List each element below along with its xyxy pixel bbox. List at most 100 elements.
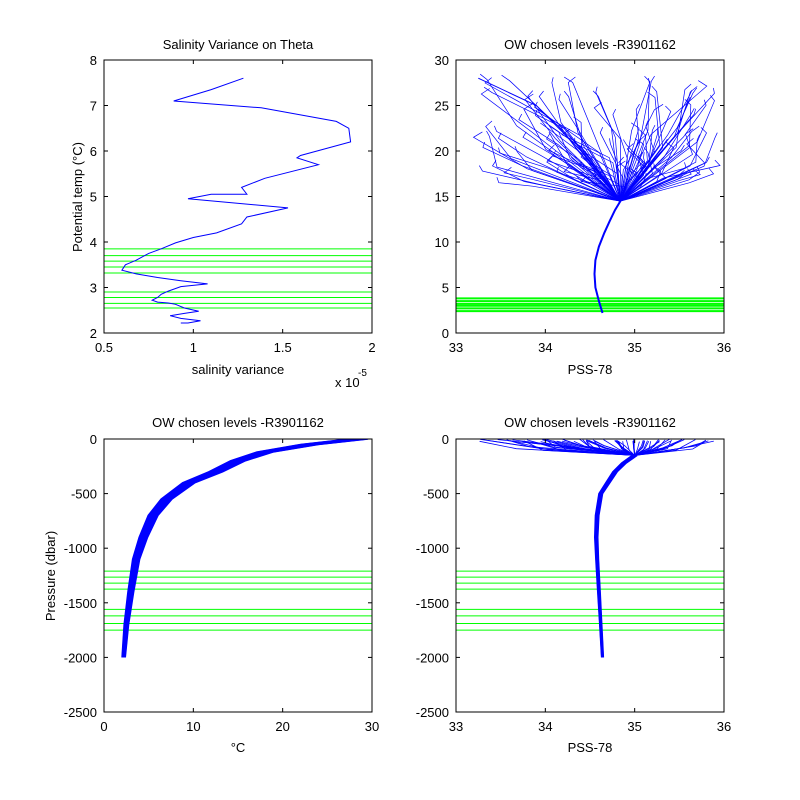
variance-series-line (121, 77, 352, 324)
profile-trace (546, 156, 621, 202)
profile-trace (496, 177, 621, 202)
panel2-plot-area (456, 73, 724, 314)
panel2-marks (456, 73, 724, 314)
profile-trace (518, 113, 621, 202)
profile-trace (534, 101, 621, 202)
x-tick-label: 36 (717, 340, 731, 355)
profile-trace (595, 86, 621, 202)
surface-spread-trace (626, 439, 635, 456)
profile-trace (620, 83, 692, 202)
surface-spread-trace (634, 441, 650, 456)
pressure-temperature-panel: OW chosen levels -R3901162 0 10 20 30 -2500 -… (43, 415, 379, 755)
y-tick-label: -2500 (416, 705, 449, 720)
surface-spread-trace (615, 439, 635, 456)
panel1-marks (104, 77, 372, 324)
surface-spread-trace (573, 441, 635, 456)
surface-spread-trace (634, 440, 671, 456)
y-tick-label: -500 (71, 487, 97, 502)
panel4-axes-box (455, 438, 725, 713)
x-tick-label: 2 (368, 340, 375, 355)
surface-spread-trace (634, 441, 640, 456)
profile-trace (620, 139, 644, 202)
surface-spread-trace (634, 440, 644, 456)
y-tick-label: 20 (435, 144, 449, 159)
panel3-ticks: 0 10 20 30 -2500 -2000 -1500 -1000 -500 0 (64, 432, 379, 734)
profile-trace (578, 142, 621, 202)
salinity-profile-trace (597, 454, 638, 658)
y-tick-label: 2 (90, 326, 97, 341)
profile-trace (564, 76, 621, 202)
panel2-ticks: 33 34 35 36 0 5 10 15 20 25 30 (435, 53, 732, 355)
y-tick-label: -2000 (416, 650, 449, 665)
profile-trace (620, 164, 632, 202)
x-tick-label: 0 (100, 719, 107, 734)
profile-trace (620, 141, 675, 202)
x-tick-label: 33 (449, 340, 463, 355)
profile-trace (551, 77, 621, 202)
x-tick-label: 1.5 (274, 340, 292, 355)
profile-trace (482, 141, 621, 202)
y-tick-label: 30 (435, 53, 449, 68)
panel2-xlabel: PSS-78 (568, 362, 613, 377)
profile-trace (620, 138, 706, 202)
profile-trace (561, 128, 621, 202)
panel3-xlabel: °C (231, 740, 246, 755)
profile-trace (618, 156, 640, 202)
surface-spread-trace (634, 441, 679, 456)
panel4-xlabel: PSS-78 (568, 740, 613, 755)
profile-trace (620, 105, 672, 202)
panel1-title: Salinity Variance on Theta (163, 37, 314, 52)
profile-trace (522, 131, 621, 202)
profile-trace (548, 131, 621, 202)
x-tick-label: 1 (190, 340, 197, 355)
profile-trace (620, 159, 721, 202)
y-tick-label: 5 (90, 190, 97, 205)
profile-trace (620, 122, 640, 202)
panel1-plot-area (104, 77, 372, 324)
profile-trace (620, 172, 647, 202)
profile-trace (570, 157, 621, 202)
y-tick-label: 5 (442, 281, 449, 296)
y-tick-label: 0 (442, 326, 449, 341)
profile-trace (620, 76, 651, 202)
profile-trace (486, 130, 621, 202)
y-tick-label: 25 (435, 99, 449, 114)
x-tick-label: 10 (186, 719, 200, 734)
profile-trace (620, 132, 718, 202)
panel4-ticks: 33 34 35 36 -2500 -2000 -1500 -1000 -500 0 (416, 432, 731, 734)
x-tick-label: 35 (627, 340, 641, 355)
x-tick-label: 35 (627, 719, 641, 734)
y-tick-label: 8 (90, 53, 97, 68)
x-tick-label: 33 (449, 719, 463, 734)
profile-trace (480, 88, 621, 202)
profile-trace (620, 80, 708, 202)
profile-trace (592, 90, 621, 202)
surface-spread-trace (479, 440, 635, 456)
panel3-plot-area (104, 439, 372, 658)
profile-trace (620, 75, 655, 202)
panel3-marks (104, 439, 372, 658)
surface-spread-trace (553, 440, 635, 456)
y-tick-label: -1500 (64, 596, 97, 611)
profile-trace (478, 165, 621, 202)
y-tick-label: 0 (442, 432, 449, 447)
profile-trace (620, 134, 701, 202)
surface-spread-trace (634, 440, 660, 456)
y-tick-label: -1500 (416, 596, 449, 611)
surface-spread-trace (632, 440, 636, 456)
profile-trace (501, 74, 621, 202)
profile-trace (620, 99, 707, 202)
profile-trace (620, 103, 640, 202)
surface-spread-trace (634, 439, 672, 456)
profile-trace (620, 156, 710, 202)
profile-trace (620, 99, 692, 202)
panel2-title: OW chosen levels -R3901162 (504, 37, 676, 52)
profile-trace (584, 157, 621, 202)
y-tick-label: -500 (423, 487, 449, 502)
pressure-salinity-panel: OW chosen levels -R3901162 33 34 35 36 -2500… (416, 415, 731, 755)
panel4-title: OW chosen levels -R3901162 (504, 415, 676, 430)
y-tick-label: 4 (90, 235, 97, 250)
y-tick-label: -1000 (416, 541, 449, 556)
surface-spread-trace (546, 439, 635, 456)
